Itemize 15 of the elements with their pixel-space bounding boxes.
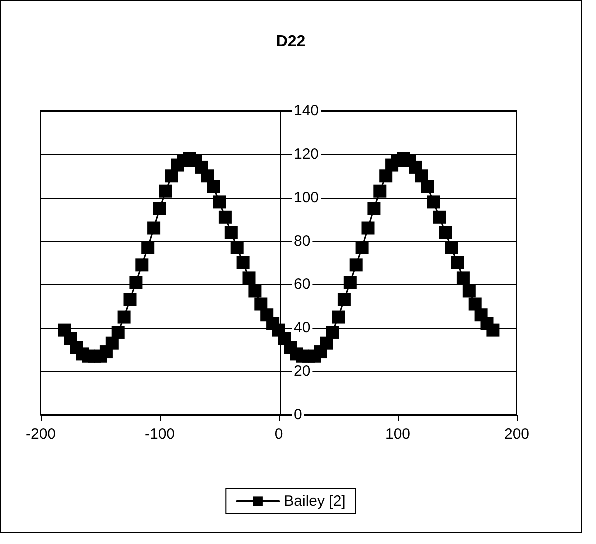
x-tick-label: -200	[26, 426, 56, 443]
x-tick-label: 100	[385, 426, 411, 443]
y-tick-label: 100	[294, 189, 320, 206]
y-tick-label: 60	[294, 276, 311, 294]
y-tick-label: 80	[294, 232, 311, 250]
y-tick-label: 40	[294, 320, 311, 337]
y-tick-label: 20	[294, 363, 311, 380]
y-tick-label: 140	[294, 102, 320, 120]
y-tick-label: 0	[294, 406, 302, 424]
x-tick-label: -100	[144, 426, 176, 443]
chart-title: D22	[276, 34, 306, 50]
legend-label: Bailey [2]	[284, 493, 346, 510]
y-tick-label: 120	[294, 146, 320, 163]
x-tick-label: 200	[504, 426, 530, 443]
x-tick-label: 0	[274, 426, 284, 443]
